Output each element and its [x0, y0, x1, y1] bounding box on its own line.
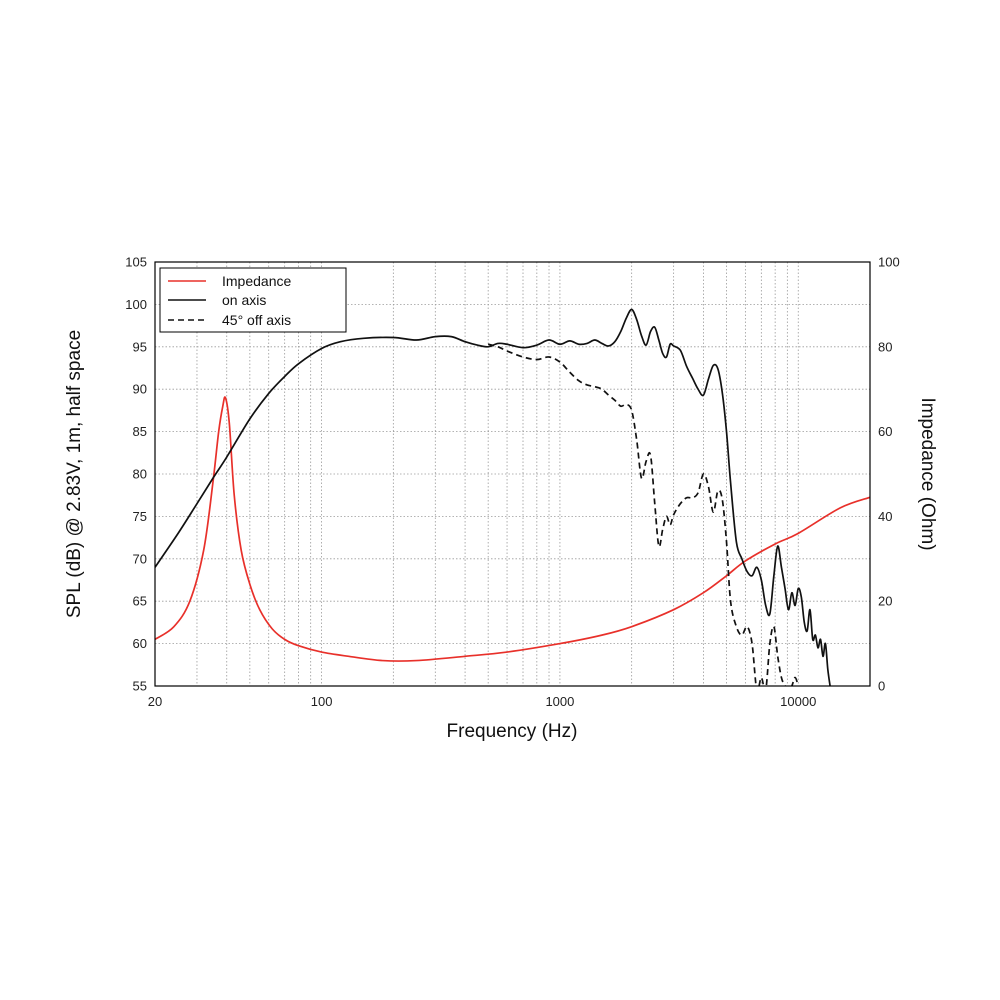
- y-right-tick-label: 40: [878, 509, 892, 524]
- y-left-tick-label: 80: [133, 467, 147, 482]
- y-axis-label-right: Impedance (Ohm): [917, 397, 938, 550]
- legend-label-on-axis: on axis: [222, 292, 266, 308]
- y-left-tick-label: 95: [133, 339, 147, 354]
- on-axis-curve: [155, 308, 831, 686]
- y-left-tick-label: 75: [133, 509, 147, 524]
- x-axis-label: Frequency (Hz): [447, 721, 578, 742]
- plot-frame: [154, 261, 871, 687]
- impedance-curve: [155, 396, 870, 662]
- x-tick-label: 20: [148, 694, 162, 709]
- y-right-tick-label: 60: [878, 424, 892, 439]
- y-left-tick-label: 70: [133, 551, 147, 566]
- legend-label-off-axis: 45° off axis: [222, 312, 291, 328]
- tick-labels: 55 60 65 70 75 80 85 90 95 100 105 0 20 40 60 80 100 20 10…: [125, 255, 899, 710]
- y-left-tick-label: 90: [133, 382, 147, 397]
- legend-label-impedance: Impedance: [222, 273, 291, 289]
- y-left-tick-label: 55: [133, 679, 147, 694]
- plot-curves: [155, 308, 870, 686]
- x-tick-label: 100: [311, 694, 333, 709]
- y-left-tick-label: 65: [133, 594, 147, 609]
- y-left-tick-label: 105: [125, 255, 147, 270]
- y-right-tick-label: 0: [878, 679, 885, 694]
- y-left-tick-label: 85: [133, 424, 147, 439]
- grid: [155, 262, 870, 686]
- y-left-tick-label: 100: [125, 297, 147, 312]
- off-axis-curve: [487, 343, 800, 686]
- y-right-tick-label: 20: [878, 594, 892, 609]
- y-left-tick-label: 60: [133, 636, 147, 651]
- legend: Impedance on axis 45° off axis: [159, 267, 347, 333]
- series-group: [155, 308, 870, 686]
- x-tick-label: 10000: [780, 694, 816, 709]
- x-tick-label: 1000: [545, 694, 574, 709]
- y-right-tick-label: 80: [878, 339, 892, 354]
- y-right-tick-label: 100: [878, 255, 900, 270]
- y-axis-label-left: SPL (dB) @ 2.83V, 1m, half space: [64, 330, 85, 618]
